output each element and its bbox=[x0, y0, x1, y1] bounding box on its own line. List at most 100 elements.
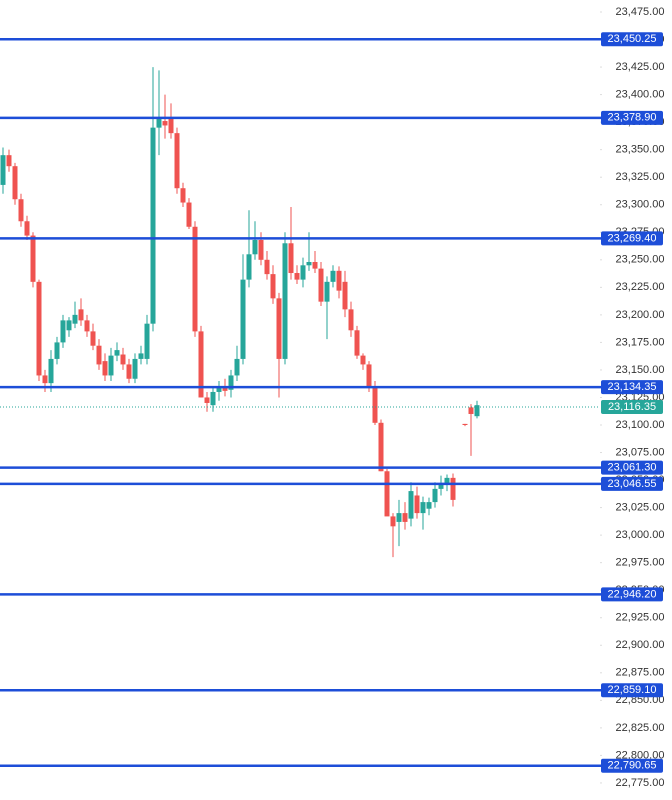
candle-body bbox=[168, 118, 174, 134]
candle-body bbox=[120, 354, 126, 365]
y-tick-label: 23,100.00 bbox=[616, 419, 665, 431]
candle-body bbox=[6, 155, 12, 167]
candle-body bbox=[462, 423, 468, 425]
candle-body bbox=[162, 121, 168, 126]
candle-body bbox=[30, 235, 36, 282]
candle-body bbox=[24, 221, 30, 236]
candle-body bbox=[228, 375, 234, 390]
candle-body bbox=[150, 127, 156, 324]
candle-body bbox=[300, 265, 306, 280]
price-line-label: 23,046.55 bbox=[608, 478, 657, 490]
price-line-label: 23,061.30 bbox=[608, 462, 657, 474]
price-line-label: 22,946.20 bbox=[608, 588, 657, 600]
price-line-box bbox=[601, 110, 663, 125]
candle-body bbox=[294, 273, 300, 280]
candle-body bbox=[342, 281, 348, 310]
candle-body bbox=[186, 202, 192, 227]
candle-body bbox=[234, 358, 240, 376]
candle-body bbox=[174, 133, 180, 189]
candle-body bbox=[84, 320, 90, 332]
y-tick-label: 22,800.00 bbox=[616, 749, 665, 761]
candle-body bbox=[414, 495, 420, 514]
candle-body bbox=[270, 274, 276, 299]
candle-body bbox=[252, 239, 258, 255]
y-tick-label: 23,425.00 bbox=[616, 61, 665, 73]
candle-body bbox=[372, 386, 378, 423]
candle-body bbox=[402, 513, 408, 522]
candle-body bbox=[156, 118, 162, 128]
last-price-label: 23,116.35 bbox=[608, 401, 656, 413]
candle-body bbox=[288, 243, 294, 274]
candle-body bbox=[216, 386, 222, 392]
candle-body bbox=[138, 353, 144, 359]
y-tick-label: 23,175.00 bbox=[616, 336, 665, 348]
candle-body bbox=[396, 513, 402, 522]
candle-body bbox=[108, 355, 114, 376]
price-line-box bbox=[601, 231, 663, 246]
price-line-label: 23,269.40 bbox=[608, 232, 657, 244]
y-tick-label: 22,825.00 bbox=[616, 722, 665, 734]
candle-body bbox=[390, 516, 396, 527]
candle-body bbox=[198, 331, 204, 398]
price-line-box bbox=[601, 380, 663, 395]
candle-body bbox=[360, 355, 366, 365]
last-price-box bbox=[601, 399, 663, 414]
candle-body bbox=[54, 342, 60, 359]
y-tick-label: 23,150.00 bbox=[616, 364, 665, 376]
price-line-box bbox=[601, 587, 663, 602]
candle-body bbox=[420, 502, 426, 514]
candle-body bbox=[366, 364, 372, 387]
y-tick-label: 23,075.00 bbox=[616, 446, 665, 458]
candle-body bbox=[240, 279, 246, 359]
candle-body bbox=[36, 281, 42, 376]
price-line-label: 22,790.65 bbox=[608, 760, 657, 772]
candle-body bbox=[12, 166, 18, 200]
y-tick-label: 23,250.00 bbox=[616, 254, 665, 266]
candle-body bbox=[378, 422, 384, 472]
y-tick-label: 23,000.00 bbox=[616, 529, 665, 541]
y-tick-label: 23,300.00 bbox=[616, 199, 665, 211]
candle-body bbox=[264, 259, 270, 275]
candle-body bbox=[282, 243, 288, 359]
candle-body bbox=[210, 391, 216, 406]
candle-body bbox=[180, 188, 186, 203]
candle-body bbox=[126, 364, 132, 379]
candle-body bbox=[348, 309, 354, 331]
y-tick-label: 23,025.00 bbox=[616, 502, 665, 514]
y-tick-label: 23,350.00 bbox=[616, 144, 665, 156]
candle-body bbox=[354, 330, 360, 356]
candle-body bbox=[90, 331, 96, 346]
candle-body bbox=[144, 323, 150, 359]
candle-body bbox=[204, 397, 210, 403]
candle-body bbox=[474, 405, 480, 417]
candle-body bbox=[438, 484, 444, 489]
candle-body bbox=[114, 350, 120, 356]
y-tick-label: 22,875.00 bbox=[616, 667, 665, 679]
price-line-box bbox=[601, 683, 663, 698]
candle-body bbox=[450, 477, 456, 500]
candle-body bbox=[432, 488, 438, 503]
candle-body bbox=[0, 155, 6, 185]
y-tick-label: 22,975.00 bbox=[616, 557, 665, 569]
candle-body bbox=[102, 361, 108, 376]
price-line-box bbox=[601, 460, 663, 475]
price-line-label: 23,378.90 bbox=[608, 112, 657, 124]
candle-body bbox=[324, 281, 330, 302]
price-line-label: 22,859.10 bbox=[608, 684, 657, 696]
candle-body bbox=[318, 268, 324, 302]
price-line-box bbox=[601, 476, 663, 491]
y-tick-label: 22,775.00 bbox=[616, 777, 665, 789]
candle-body bbox=[408, 491, 414, 519]
y-tick-label: 23,200.00 bbox=[616, 309, 665, 321]
candle-body bbox=[42, 375, 48, 384]
candle-body bbox=[78, 309, 84, 321]
candle-body bbox=[132, 358, 138, 379]
y-tick-label: 22,900.00 bbox=[616, 639, 665, 651]
candle-body bbox=[18, 199, 24, 222]
candle-body bbox=[48, 358, 54, 384]
candle-body bbox=[72, 314, 78, 324]
candle-body bbox=[96, 345, 102, 365]
candle-body bbox=[246, 254, 252, 280]
price-line-label: 23,450.25 bbox=[608, 33, 657, 45]
